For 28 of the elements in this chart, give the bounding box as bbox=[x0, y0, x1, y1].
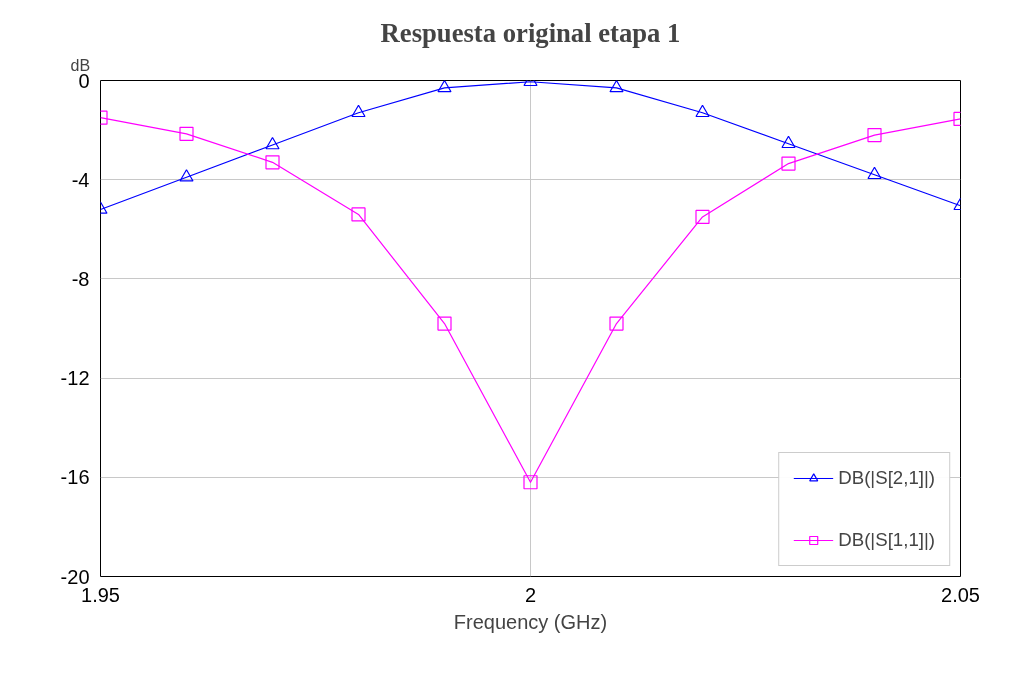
point bbox=[265, 155, 280, 170]
y-axis-title: dB bbox=[70, 56, 91, 74]
point bbox=[781, 156, 796, 171]
y-tick-label: -4 bbox=[71, 168, 90, 191]
point bbox=[695, 209, 710, 224]
point bbox=[781, 135, 796, 149]
point bbox=[609, 80, 624, 93]
legend-label: DB(|S[1,1]|) bbox=[838, 529, 935, 551]
x-tick-label: 2 bbox=[524, 583, 537, 606]
y-tick-label: -12 bbox=[60, 367, 90, 390]
x-tick-label: 2.05 bbox=[941, 583, 980, 606]
point bbox=[523, 475, 538, 490]
legend-label: DB(|S[2,1]|) bbox=[838, 467, 935, 489]
point bbox=[437, 316, 452, 331]
point bbox=[265, 136, 280, 150]
point bbox=[437, 80, 452, 93]
y-tick-label: -8 bbox=[71, 267, 90, 290]
chart-title: Respuesta original etapa 1 bbox=[380, 17, 681, 48]
point bbox=[351, 104, 366, 118]
point bbox=[179, 169, 194, 182]
point bbox=[695, 104, 710, 118]
point bbox=[867, 166, 882, 180]
point bbox=[351, 207, 366, 222]
point bbox=[179, 126, 194, 141]
point bbox=[867, 127, 882, 143]
y-tick-label: -16 bbox=[60, 466, 90, 489]
x-axis-title: Frequency (GHz) bbox=[453, 610, 608, 633]
point bbox=[609, 316, 624, 331]
